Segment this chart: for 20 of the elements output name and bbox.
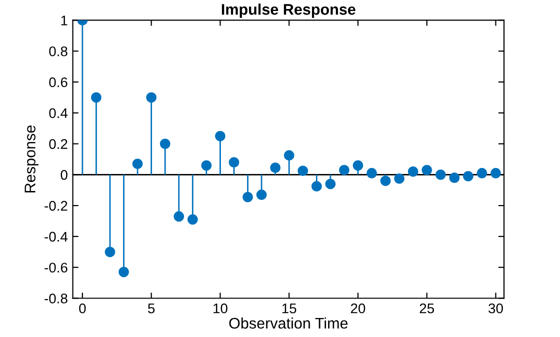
x-tick-label: 10 <box>214 303 228 314</box>
y-tick-label: -0.2 <box>44 200 68 211</box>
y-tick-label: 0.4 <box>49 108 68 118</box>
y-tick-label: -0.6 <box>44 262 68 273</box>
y-tick-label: 1 <box>61 16 68 26</box>
y-axis-title: Response <box>24 126 38 192</box>
y-tick-label: -0.4 <box>44 232 68 242</box>
x-axis-title: Observation Time <box>229 317 348 329</box>
x-tick-label: 15 <box>282 304 296 314</box>
x-tick-label: 30 <box>488 303 503 314</box>
y-tick-label: -0.8 <box>44 294 68 304</box>
chart-title: Impulse Response <box>222 4 356 18</box>
x-tick-label: 25 <box>420 303 434 314</box>
y-tick-label: 0.2 <box>49 139 68 149</box>
x-tick-label: 5 <box>148 304 155 314</box>
x-tick-label: 20 <box>350 303 366 314</box>
y-tick-label: 0 <box>60 170 68 180</box>
y-tick-label: 0.6 <box>49 77 68 88</box>
x-tick-label: 0 <box>79 303 86 314</box>
y-tick-label: 0.8 <box>49 46 68 56</box>
